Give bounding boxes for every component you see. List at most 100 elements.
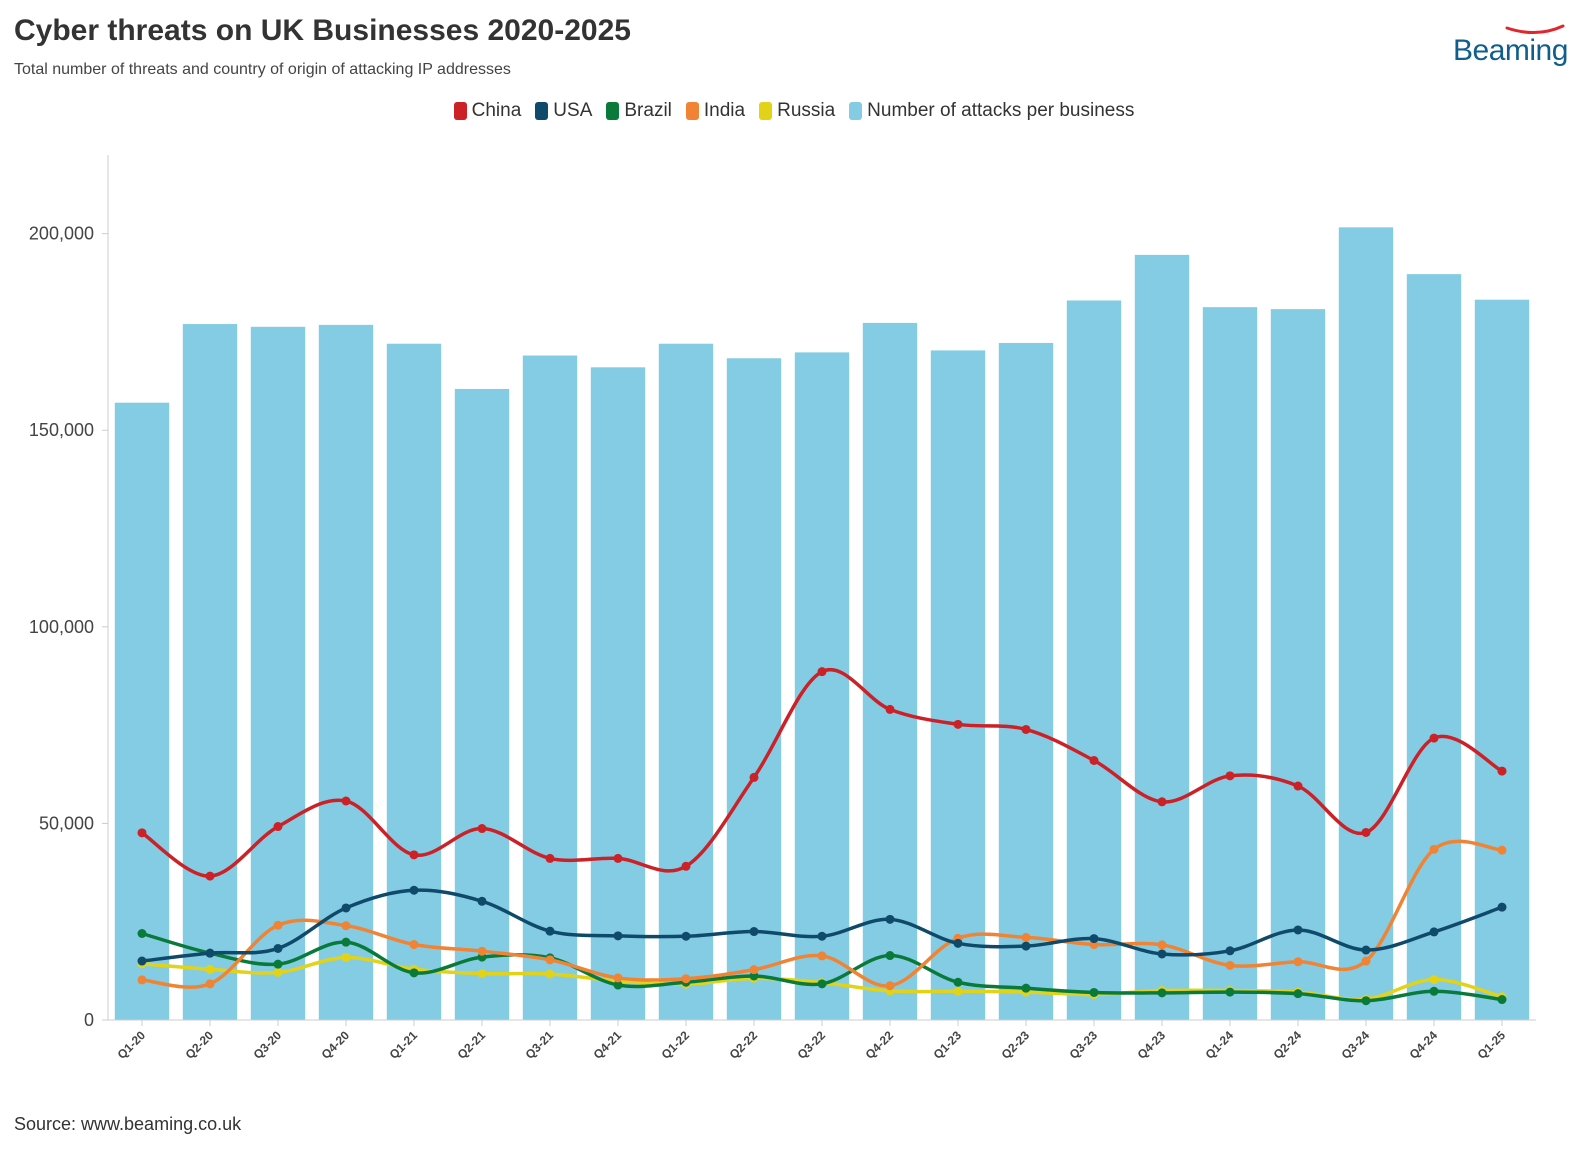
- bar-attacks-per-business: [658, 343, 714, 1020]
- x-tick-label: Q4-22: [863, 1028, 897, 1062]
- point-india: [1021, 932, 1031, 942]
- bar-attacks-per-business: [930, 350, 986, 1020]
- bar-attacks-per-business: [318, 324, 374, 1020]
- point-usa: [1293, 925, 1303, 935]
- point-china: [1361, 827, 1371, 837]
- legend-item: Russia: [759, 100, 835, 122]
- x-tick-label: Q3-23: [1067, 1028, 1101, 1062]
- y-tick-label: 0: [84, 1010, 94, 1030]
- x-tick-label: Q2-24: [1271, 1028, 1305, 1062]
- legend-item: China: [453, 100, 521, 122]
- point-china: [341, 796, 351, 806]
- point-china: [409, 850, 419, 860]
- point-india: [137, 975, 147, 985]
- legend-swatch: [453, 102, 467, 120]
- point-brazil: [1361, 996, 1371, 1006]
- chart-plot: 0 50,000 100,000 150,000 200,000 Q1-20 Q2-20 Q3…: [29, 155, 1536, 1062]
- point-usa: [1021, 941, 1031, 951]
- bar-attacks-per-business: [726, 358, 782, 1020]
- point-brazil: [409, 968, 419, 978]
- point-china: [477, 824, 487, 834]
- x-tick-label: Q2-20: [183, 1028, 217, 1062]
- x-tick-label: Q2-22: [727, 1028, 761, 1062]
- point-china: [273, 822, 283, 832]
- y-tick-label: 150,000: [29, 420, 94, 440]
- point-brazil: [953, 977, 963, 987]
- x-tick-label: Q3-21: [523, 1028, 557, 1062]
- point-china: [1021, 724, 1031, 734]
- beaming-logo: Beaming: [1445, 20, 1575, 80]
- point-russia: [341, 952, 351, 962]
- x-tick-label: Q1-22: [659, 1028, 693, 1062]
- point-usa: [341, 903, 351, 913]
- legend-label: Brazil: [624, 100, 672, 121]
- x-tick-label: Q1-25: [1475, 1028, 1509, 1062]
- legend-label: USA: [553, 100, 593, 121]
- point-india: [1361, 956, 1371, 966]
- point-usa: [409, 885, 419, 895]
- bar-attacks-per-business: [862, 322, 918, 1020]
- point-india: [817, 951, 827, 961]
- point-usa: [1497, 902, 1507, 912]
- point-brazil: [1021, 983, 1031, 993]
- bar-attacks-per-business: [1338, 227, 1394, 1020]
- point-russia: [477, 969, 487, 979]
- point-india: [273, 920, 283, 930]
- point-russia: [205, 964, 215, 974]
- chart-legend: China USA Brazil India Russia Number of attac…: [0, 100, 1588, 122]
- y-tick-label: 100,000: [29, 617, 94, 637]
- point-usa: [273, 943, 283, 953]
- point-brazil: [341, 937, 351, 947]
- point-usa: [613, 931, 623, 941]
- x-tick-label: Q2-21: [455, 1028, 489, 1062]
- x-tick-label: Q1-20: [115, 1028, 149, 1062]
- point-india: [409, 940, 419, 950]
- point-usa: [817, 931, 827, 941]
- point-usa: [1089, 934, 1099, 944]
- point-usa: [681, 931, 691, 941]
- legend-swatch: [606, 102, 620, 120]
- point-china: [749, 772, 759, 782]
- chart-subtitle: Total number of threats and country of o…: [14, 61, 511, 78]
- point-china: [1429, 733, 1439, 743]
- point-russia: [953, 986, 963, 996]
- source-note: Source: www.beaming.co.uk: [14, 1114, 242, 1134]
- x-tick-label: Q1-21: [387, 1028, 421, 1062]
- point-brazil: [749, 971, 759, 981]
- point-usa: [477, 896, 487, 906]
- point-brazil: [1293, 989, 1303, 999]
- bar-attacks-per-business: [1474, 299, 1530, 1020]
- point-brazil: [1157, 988, 1167, 998]
- point-brazil: [1225, 987, 1235, 997]
- bar-attacks-per-business: [454, 388, 510, 1020]
- bar-attacks-per-business: [998, 342, 1054, 1020]
- point-china: [545, 853, 555, 863]
- x-tick-label: Q4-20: [319, 1028, 353, 1062]
- point-india: [545, 955, 555, 965]
- legend-label: India: [703, 100, 746, 121]
- x-tick-label: Q3-24: [1339, 1028, 1373, 1062]
- x-tick-label: Q4-21: [591, 1028, 625, 1062]
- point-china: [613, 853, 623, 863]
- point-china: [1157, 797, 1167, 807]
- point-india: [1225, 960, 1235, 970]
- point-india: [1497, 845, 1507, 855]
- point-usa: [137, 956, 147, 966]
- point-india: [885, 981, 895, 991]
- point-india: [341, 921, 351, 931]
- point-russia: [1429, 975, 1439, 985]
- legend-item: India: [685, 100, 746, 122]
- legend-label: Russia: [777, 100, 836, 121]
- point-india: [477, 946, 487, 956]
- bar-attacks-per-business: [590, 367, 646, 1020]
- point-usa: [545, 926, 555, 936]
- point-brazil: [613, 980, 623, 990]
- legend-swatch: [685, 102, 699, 120]
- point-china: [885, 704, 895, 714]
- point-china: [205, 871, 215, 881]
- point-india: [681, 974, 691, 984]
- point-usa: [1361, 945, 1371, 955]
- bar-attacks-per-business: [794, 352, 850, 1020]
- chart-title: Cyber threats on UK Businesses 2020-2025: [14, 14, 631, 47]
- point-brazil: [885, 951, 895, 961]
